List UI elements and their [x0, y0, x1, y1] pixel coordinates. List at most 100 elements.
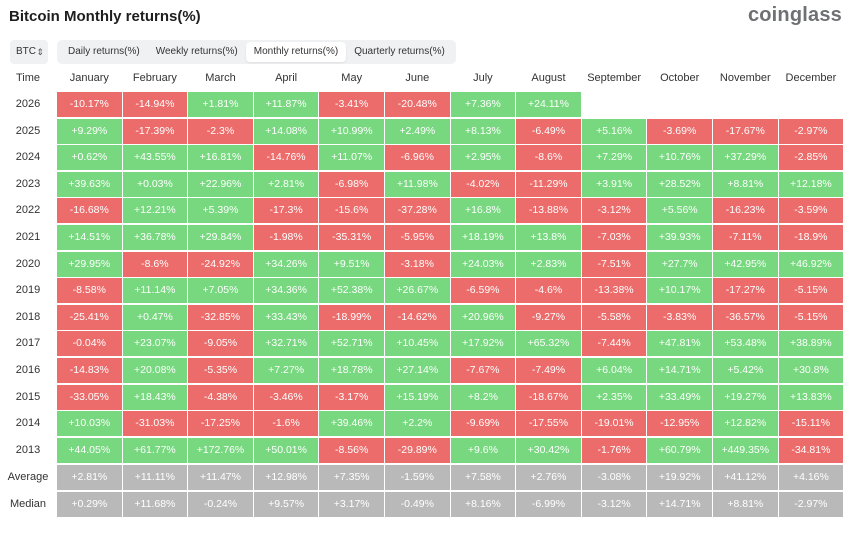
return-cell: +14.71%	[647, 492, 712, 517]
return-cell: -18.67%	[516, 384, 581, 410]
return-cell: -15.6%	[319, 198, 384, 224]
return-cell: +12.98%	[253, 465, 319, 491]
return-cell: -4.6%	[516, 278, 581, 304]
return-cell: -3.83%	[647, 304, 712, 330]
return-cell: +0.47%	[122, 304, 188, 330]
return-cell: -3.17%	[319, 384, 384, 410]
return-cell: +29.95%	[57, 251, 122, 277]
return-cell: -18.99%	[319, 304, 384, 330]
return-cell: +23.07%	[122, 331, 188, 357]
tab-daily-returns[interactable]: Daily returns(%)	[68, 46, 140, 57]
return-cell: -35.31%	[319, 225, 384, 250]
return-cell: +15.19%	[385, 384, 450, 410]
return-cell: +5.16%	[581, 118, 647, 144]
stat-label: Average	[7, 471, 49, 484]
table-row: 2018 -25.41% +0.47% -32.85% +33.43% -18.99% -1…	[0, 304, 860, 330]
year-label: 2023	[15, 177, 41, 190]
return-cell: -10.17%	[57, 92, 122, 117]
return-cell: +5.39%	[188, 198, 253, 224]
chevron-updown-icon: ⇕	[36, 47, 44, 57]
return-cell: +24.03%	[450, 251, 516, 277]
return-cell: -5.58%	[581, 304, 647, 330]
return-cell: -24.92%	[188, 251, 253, 277]
return-cell: +7.05%	[188, 278, 253, 304]
return-cell: -11.29%	[516, 171, 581, 197]
return-cell: +18.43%	[122, 384, 188, 410]
return-cell: +1.81%	[188, 92, 253, 117]
return-cell: +52.38%	[319, 278, 384, 304]
return-cell: -6.49%	[516, 118, 581, 144]
return-cell: +22.96%	[188, 171, 253, 197]
return-cell: +172.76%	[188, 437, 253, 463]
return-cell: -17.39%	[122, 118, 188, 144]
tab-quarterly-returns[interactable]: Quarterly returns(%)	[354, 46, 445, 57]
tab-weekly-returns[interactable]: Weekly returns(%)	[155, 46, 238, 57]
return-cell: +36.78%	[122, 225, 188, 250]
asset-select-value: BTC	[16, 46, 36, 57]
header-month: May	[341, 72, 363, 84]
return-cell: -7.44%	[581, 331, 647, 357]
return-cell: +13.8%	[516, 225, 581, 250]
return-cell: +2.49%	[385, 118, 450, 144]
return-cell: +14.51%	[57, 225, 122, 250]
table-row: 2023 +39.63% +0.03% +22.96% +2.81% -6.98% +11.…	[0, 171, 860, 197]
return-cell: +2.95%	[450, 145, 516, 171]
return-cell: -31.03%	[122, 411, 188, 437]
return-cell: -3.46%	[253, 384, 319, 410]
return-cell: -16.68%	[57, 198, 122, 224]
header-time: Time	[15, 72, 41, 84]
year-label: 2022	[15, 204, 41, 217]
table-row: 2022 -16.68% +12.21% +5.39% -17.3% -15.6% -37.…	[0, 198, 860, 224]
header-month: October	[660, 72, 700, 84]
return-cell: -2.97%	[778, 118, 844, 144]
return-cell: -3.59%	[778, 198, 844, 224]
return-cell: +60.79%	[647, 437, 712, 463]
tab-monthly-returns[interactable]: Monthly returns(%)	[245, 42, 347, 62]
return-cell: -6.99%	[516, 492, 581, 517]
return-cell: +33.49%	[647, 384, 712, 410]
return-cell: +34.26%	[253, 251, 319, 277]
header-month: July	[473, 72, 493, 84]
return-cell: -34.81%	[778, 437, 844, 463]
table-row: 2019 -8.58% +11.14% +7.05% +34.36% +52.38% +26…	[0, 278, 860, 304]
return-cell: -18.9%	[778, 225, 844, 250]
return-cell: +10.99%	[319, 118, 384, 144]
return-cell: +65.32%	[516, 331, 581, 357]
table-row: 2016 -14.83% +20.08% -5.35% +7.27% +18.78% +27…	[0, 358, 860, 383]
year-label: 2013	[15, 443, 41, 456]
return-cell: +11.14%	[122, 278, 188, 304]
return-cell: +41.12%	[713, 465, 778, 491]
return-cell: -8.6%	[516, 145, 581, 171]
table-row: 2013 +44.05% +61.77% +172.76% +50.01% -8.56% -…	[0, 437, 860, 463]
return-cell: +11.07%	[319, 145, 384, 171]
coinglass-logo: coinglass	[747, 4, 842, 26]
table-row: 2015 -33.05% +18.43% -4.38% -3.46% -3.17% +15.…	[0, 384, 860, 410]
asset-select[interactable]: BTC ⇕	[10, 40, 48, 64]
return-cell: +37.29%	[713, 145, 778, 171]
year-label: 2015	[15, 390, 41, 403]
return-cell: +33.43%	[253, 304, 319, 330]
table-row: 2025 +9.29% -17.39% -2.3% +14.08% +10.99% +2.4…	[0, 118, 860, 144]
header-month: August	[531, 72, 566, 84]
return-cell: -1.76%	[581, 437, 647, 463]
return-cell: -36.57%	[713, 304, 778, 330]
returns-period-tabs: Daily returns(%) Weekly returns(%) Month…	[57, 40, 456, 64]
return-cell: +2.81%	[253, 171, 319, 197]
return-cell: +10.45%	[385, 331, 450, 357]
header-month: April	[275, 72, 298, 84]
return-cell: -2.85%	[778, 145, 844, 171]
return-cell: -4.02%	[450, 171, 516, 197]
return-cell: +38.89%	[778, 331, 844, 357]
return-cell: -1.59%	[385, 465, 450, 491]
return-cell: -33.05%	[57, 384, 122, 410]
return-cell: +14.08%	[253, 118, 319, 144]
return-cell: -12.95%	[647, 411, 712, 437]
return-cell: +34.36%	[253, 278, 319, 304]
year-label: 2025	[15, 124, 41, 137]
return-cell: +13.83%	[778, 384, 844, 410]
year-label: 2024	[15, 151, 41, 164]
return-cell: +8.13%	[450, 118, 516, 144]
return-cell: -16.23%	[713, 198, 778, 224]
return-cell: -29.89%	[385, 437, 450, 463]
return-cell: +11.98%	[385, 171, 450, 197]
